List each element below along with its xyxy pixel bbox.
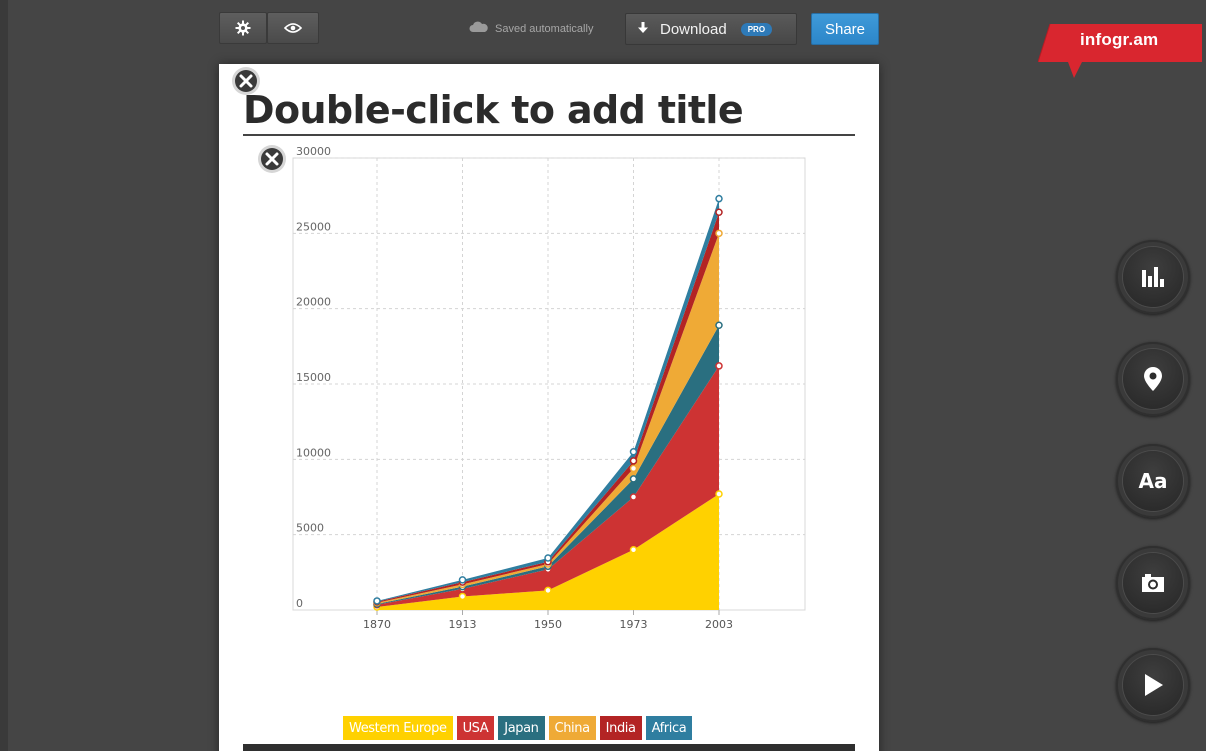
point-western-europe [715,490,723,498]
download-label: Download [660,20,727,38]
point-india [715,208,723,216]
point-africa [458,576,467,584]
page-title[interactable]: Double-click to add title [243,88,744,132]
point-china [629,464,638,473]
chart-tool-face [1123,247,1183,307]
point-africa [629,448,638,456]
y-tick-label: 10000 [296,446,331,459]
point-africa [544,554,552,562]
area-western-europe [377,493,719,610]
map-tool-face [1123,349,1183,409]
legend-item-usa[interactable]: USA [456,716,495,740]
x-tick-label: 1973 [620,618,648,631]
point-usa [629,493,638,501]
bar-chart-icon [1142,267,1164,287]
chart-tool-button[interactable] [1116,240,1190,314]
cloud-icon [469,21,489,36]
pro-badge: PRO [740,22,773,36]
save-status: Saved automatically [469,21,593,36]
remove-chart-button[interactable] [257,144,287,174]
point-japan [629,475,638,483]
y-tick-label: 20000 [296,296,331,309]
x-tick-label: 1950 [534,618,562,631]
top-toolbar: Saved automatically Download PRO Share [219,12,881,46]
title-divider [243,134,855,136]
save-status-text: Saved automatically [495,22,594,35]
window-edge [0,0,8,751]
video-tool-face [1123,655,1183,715]
infographic-canvas[interactable]: Double-click to add title 0 5000 10000 1500… [219,64,879,751]
preview-button[interactable] [267,12,319,44]
x-tick-label: 1913 [449,618,477,631]
image-tool-face [1123,553,1183,613]
canvas-footer-bar [243,744,855,751]
point-china [715,229,723,238]
area-japan [377,325,719,605]
point-western-europe [629,545,638,554]
map-tool-button[interactable] [1116,342,1190,416]
play-icon [1145,674,1163,696]
brand-flag-icon [1037,23,1202,78]
y-tick-label: 5000 [296,522,324,535]
close-icon [232,67,260,95]
download-arrow-icon [638,21,648,38]
text-tool-button[interactable]: Aa [1116,444,1190,518]
text-tool-face: Aa [1123,451,1183,511]
gear-icon [235,20,251,36]
chart-legend: Western Europe USA Japan China India Africa [343,716,693,740]
legend-item-china[interactable]: China [548,716,596,740]
point-usa [715,362,723,370]
point-japan [715,321,723,329]
y-tick-label: 30000 [296,145,331,158]
plot-frame [292,157,806,611]
legend-item-western-europe[interactable]: Western Europe [343,716,453,740]
image-tool-button[interactable] [1116,546,1190,620]
y-tick-label: 25000 [296,220,331,233]
point-western-europe [458,592,467,601]
brand-name: infogr.am [1080,30,1159,49]
point-western-europe [544,586,552,595]
y-tick-label: 15000 [296,371,331,384]
eye-icon [284,22,302,34]
download-button[interactable]: Download PRO [625,13,797,45]
area-chart[interactable]: 0 5000 10000 15000 20000 25000 30000 1870 1913 19… [219,64,879,704]
text-icon: Aa [1138,469,1168,493]
remove-title-button[interactable] [231,66,261,96]
brand-logo[interactable]: infogr.am [1037,20,1202,80]
point-africa [715,194,723,203]
y-tick-label: 0 [296,597,303,610]
x-tick-label: 2003 [705,618,733,631]
point-africa [373,597,381,605]
legend-item-japan[interactable]: Japan [498,716,545,740]
share-button[interactable]: Share [811,13,879,45]
x-tick-label: 1870 [363,618,391,631]
map-pin-icon [1144,367,1162,391]
close-icon [258,145,286,173]
point-india [629,457,638,465]
settings-button[interactable] [219,12,267,44]
video-tool-button[interactable] [1116,648,1190,722]
legend-item-africa[interactable]: Africa [645,716,693,740]
legend-item-india[interactable]: India [599,716,642,740]
camera-icon [1142,574,1164,592]
